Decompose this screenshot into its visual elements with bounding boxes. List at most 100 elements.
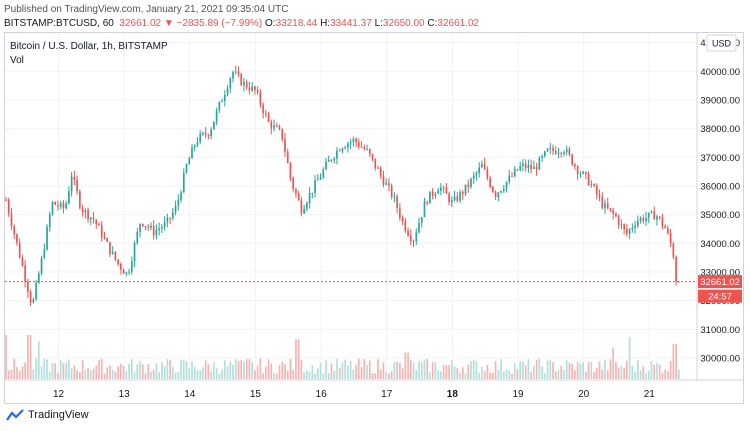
volume-bar [303, 372, 305, 379]
candle-body [388, 183, 390, 186]
volume-bar [502, 371, 505, 379]
price-tag [698, 275, 742, 289]
price-tick-label: 34000.00 [700, 239, 740, 250]
volume-bar [297, 339, 300, 379]
volume-bar [445, 365, 448, 379]
volume-bar [199, 370, 202, 379]
candle-body [234, 71, 237, 73]
candle-body [89, 217, 92, 220]
candle-body [240, 74, 243, 86]
candle-body [254, 86, 256, 91]
volume-bar [163, 366, 166, 379]
candle-body [440, 187, 442, 191]
countdown-tag [698, 289, 742, 303]
price-tick-label: 38000.00 [700, 124, 740, 135]
volume-bar [535, 359, 538, 379]
candle-body [355, 138, 357, 143]
time-axis: 12 13 14 15 16 17 18 19 20 21 [53, 389, 655, 400]
price-tick-label: 31000.00 [700, 325, 740, 336]
candle-body [144, 226, 147, 228]
volume-bar [467, 364, 470, 379]
candle-body [650, 211, 653, 213]
candle-body [549, 147, 552, 149]
candle-body [604, 203, 606, 208]
candle-body [636, 220, 639, 226]
candle-body [344, 147, 347, 149]
volume-bar [278, 364, 281, 379]
volume-bar [636, 359, 639, 379]
low-value: 32650.00 [382, 18, 425, 29]
volume-bar [543, 373, 546, 379]
volume-bar [352, 369, 355, 379]
candle-body [306, 203, 308, 209]
volume-bar [188, 367, 191, 379]
candle-body [626, 229, 628, 234]
candle-body [456, 196, 459, 201]
currency-button[interactable] [706, 34, 737, 52]
candle-body [171, 212, 174, 219]
candle-body [281, 128, 284, 140]
volume-bar [292, 370, 295, 379]
volume-bar [330, 363, 333, 379]
candle-body [412, 241, 415, 243]
candle-body [7, 200, 10, 214]
volume-bar [27, 335, 29, 379]
volume-bar [519, 361, 522, 379]
candle-body [442, 187, 445, 189]
candle-body [51, 201, 54, 215]
volume-bar [29, 335, 32, 379]
tradingview-brand[interactable]: TradingView [6, 409, 89, 421]
volume-bar [557, 369, 560, 379]
volume-bar [141, 364, 144, 379]
volume-bar [234, 359, 237, 379]
candle-body [513, 169, 516, 177]
volume-bar [79, 372, 81, 379]
volume-bar [407, 352, 409, 379]
candle-body [647, 212, 650, 218]
candle-body [191, 147, 193, 159]
volume-bar [136, 364, 139, 379]
candle-body [431, 191, 434, 196]
candle-body [292, 177, 295, 190]
volume-bar [363, 359, 366, 379]
volume-bar [174, 372, 177, 379]
candle-body [615, 213, 617, 217]
candle-body [563, 152, 565, 154]
volume-bar [431, 362, 434, 379]
volume-bar [420, 362, 423, 379]
candle-body [218, 101, 221, 111]
volume-bar [322, 373, 325, 379]
volume-bar [639, 370, 642, 379]
volume-bar [595, 367, 598, 379]
candle-body [48, 214, 51, 227]
candle-body [158, 228, 161, 231]
candle-body [568, 149, 571, 155]
candle-body [330, 159, 333, 161]
volume-bar [401, 368, 404, 379]
candle-body [141, 223, 144, 227]
candle-body [357, 142, 360, 147]
tradingview-logo-icon [6, 409, 24, 421]
volume-bar [617, 367, 620, 379]
price-tick-label: 40000.00 [700, 67, 740, 78]
currency-button-label[interactable]: USD [712, 39, 732, 49]
candle-body [251, 86, 254, 91]
candle-body [300, 200, 303, 214]
volume-bar [185, 361, 188, 379]
volume-bar [273, 372, 275, 379]
volume-bar [560, 365, 563, 379]
candle-body [511, 175, 513, 177]
volume-bar [642, 366, 645, 379]
candle-body [130, 261, 133, 272]
candle-body [92, 217, 95, 220]
volume-bar [661, 372, 664, 379]
candle-body [59, 202, 62, 207]
candle-body [658, 216, 661, 218]
volume-bar [155, 363, 158, 379]
candle-body [163, 221, 166, 228]
volume-bar [57, 372, 59, 379]
candle-body [552, 147, 554, 151]
candle-body [360, 146, 363, 148]
volume-bar [571, 364, 574, 379]
